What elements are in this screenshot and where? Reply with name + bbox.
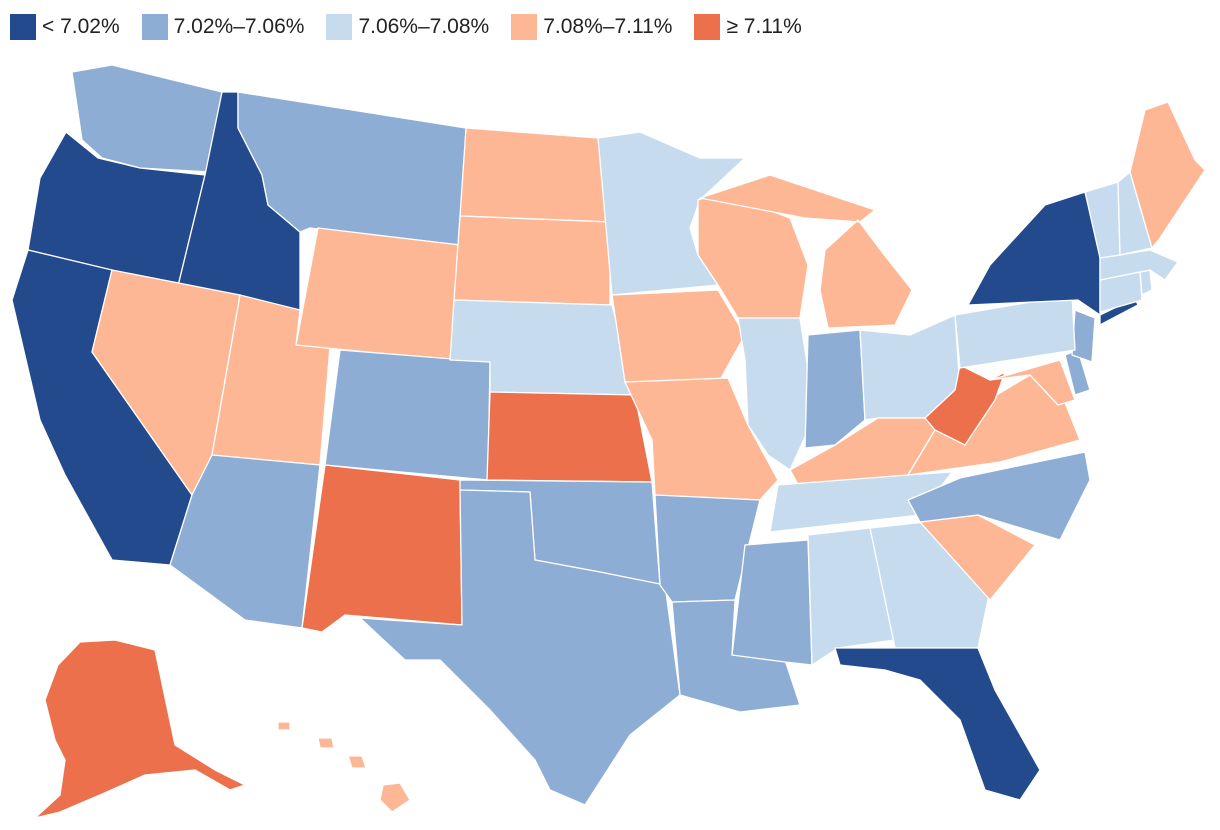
legend-label: 7.02%–7.06% bbox=[173, 15, 305, 38]
legend-item-lt-7-02: < 7.02% bbox=[10, 14, 120, 40]
state-IN[interactable] bbox=[804, 329, 866, 449]
state-TX[interactable] bbox=[359, 489, 681, 806]
state-IL[interactable] bbox=[737, 317, 816, 471]
state-ND[interactable] bbox=[459, 127, 611, 223]
state-NC[interactable] bbox=[907, 451, 1091, 541]
state-HI[interactable] bbox=[277, 721, 411, 813]
state-MI[interactable] bbox=[699, 174, 913, 329]
state-CO[interactable] bbox=[324, 349, 491, 481]
legend-label: < 7.02% bbox=[42, 15, 120, 38]
state-MN[interactable] bbox=[597, 131, 746, 296]
state-WA[interactable] bbox=[71, 64, 223, 173]
state-AL[interactable] bbox=[807, 527, 896, 666]
legend-swatch bbox=[141, 14, 168, 40]
legend: < 7.02% 7.02%–7.06% 7.06%–7.08% 7.08%–7.… bbox=[10, 14, 824, 40]
legend-swatch bbox=[511, 14, 538, 40]
state-WV[interactable] bbox=[924, 364, 1006, 446]
state-SD[interactable] bbox=[453, 215, 611, 306]
legend-item-gte-7-11: ≥ 7.11% bbox=[694, 14, 802, 40]
legend-label: 7.06%–7.08% bbox=[358, 15, 490, 38]
state-MO[interactable] bbox=[624, 377, 779, 501]
state-KS[interactable] bbox=[486, 391, 653, 483]
legend-swatch bbox=[10, 14, 36, 40]
state-MD[interactable] bbox=[989, 359, 1076, 406]
legend-item-7-06-7-08: 7.06%–7.08% bbox=[326, 14, 489, 40]
state-MS[interactable] bbox=[731, 539, 813, 666]
state-NM[interactable] bbox=[301, 464, 463, 633]
legend-swatch bbox=[694, 14, 721, 40]
legend-item-7-08-7-11: 7.08%–7.11% bbox=[511, 14, 672, 40]
state-AK[interactable] bbox=[34, 639, 246, 819]
state-PA[interactable] bbox=[954, 294, 1076, 369]
legend-label: 7.08%–7.11% bbox=[543, 15, 673, 38]
state-ME[interactable] bbox=[1129, 101, 1206, 249]
state-NJ[interactable] bbox=[1071, 309, 1096, 363]
legend-swatch bbox=[326, 14, 353, 40]
legend-item-7-02-7-06: 7.02%–7.06% bbox=[141, 14, 305, 40]
state-WY[interactable] bbox=[295, 227, 461, 361]
state-IA[interactable] bbox=[611, 289, 746, 383]
state-MA[interactable] bbox=[1099, 249, 1179, 281]
legend-label: ≥ 7.11% bbox=[726, 15, 802, 38]
state-GA[interactable] bbox=[869, 521, 991, 649]
state-RI[interactable] bbox=[1139, 269, 1153, 296]
state-AZ[interactable] bbox=[169, 454, 321, 629]
state-FL[interactable] bbox=[834, 647, 1041, 801]
